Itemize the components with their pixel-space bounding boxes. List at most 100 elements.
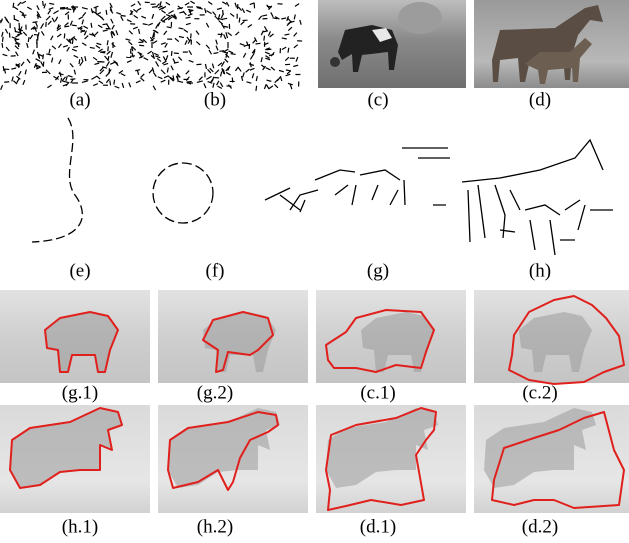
- dash: [74, 70, 75, 75]
- photo-cow-horse: [318, 0, 466, 88]
- dash: [178, 28, 183, 29]
- dash: [163, 56, 165, 60]
- dash: [2, 43, 3, 48]
- caption: (g): [367, 260, 389, 281]
- dash: [285, 57, 289, 60]
- dash: [51, 36, 53, 40]
- dash: [189, 60, 194, 62]
- dash: [121, 16, 126, 17]
- dash: [82, 8, 88, 10]
- dash: [215, 70, 219, 74]
- dash: [27, 7, 31, 9]
- dash: [186, 23, 191, 24]
- dash: [82, 43, 86, 46]
- dash: [177, 8, 183, 10]
- dash: [9, 33, 10, 38]
- dash: [162, 61, 166, 64]
- dash: [209, 50, 212, 54]
- dash: [213, 12, 216, 16]
- dash: [59, 60, 61, 64]
- dash: [94, 6, 99, 8]
- dash: [224, 34, 226, 39]
- photo-panel: [158, 405, 308, 513]
- dash: [270, 34, 274, 37]
- dash: [111, 19, 113, 23]
- dash: [144, 58, 148, 60]
- dash: [129, 83, 131, 88]
- dash: [197, 8, 203, 10]
- dash: [226, 72, 230, 74]
- dash: [294, 14, 295, 19]
- dash-field: [148, 1, 303, 91]
- dash: [197, 81, 203, 83]
- dash: [36, 22, 38, 27]
- dash: [164, 31, 167, 35]
- dash: [58, 24, 59, 29]
- dash: [11, 68, 16, 69]
- dash: [274, 84, 278, 88]
- dash: [122, 83, 123, 88]
- dash: [296, 57, 298, 62]
- dash: [217, 86, 221, 88]
- dash: [52, 18, 55, 22]
- dash: [53, 11, 58, 14]
- dash: [65, 12, 69, 15]
- dash: [129, 31, 133, 35]
- dash: [96, 76, 100, 79]
- dash: [14, 7, 18, 10]
- dash: [64, 33, 65, 38]
- dash: [149, 69, 152, 73]
- dash: [156, 61, 159, 66]
- dash: [135, 70, 140, 71]
- dash: [225, 59, 228, 63]
- dash: [1, 85, 3, 90]
- dash: [30, 35, 33, 39]
- dash: [62, 77, 65, 81]
- dash: [116, 30, 118, 35]
- dash: [230, 13, 234, 16]
- dash: [210, 68, 213, 72]
- dash: [220, 83, 223, 87]
- dash: [62, 81, 68, 83]
- photo-panel: [316, 290, 466, 383]
- dash: [208, 69, 211, 73]
- dash: [166, 2, 170, 5]
- dash: [133, 27, 138, 29]
- dash: [196, 31, 199, 35]
- dash: [148, 51, 152, 54]
- caption: (a): [69, 89, 90, 110]
- dash: [49, 49, 50, 54]
- dash: [21, 62, 24, 66]
- caption: (c.2): [522, 382, 557, 403]
- dash: [243, 53, 245, 57]
- dash: [44, 4, 46, 9]
- caption: (c.1): [360, 382, 395, 403]
- dash: [16, 52, 19, 56]
- photo-panel: [316, 405, 466, 513]
- dash: [103, 30, 108, 31]
- dash: [171, 51, 172, 56]
- dash: [12, 77, 13, 82]
- dash: [152, 14, 154, 19]
- dash: [47, 85, 51, 88]
- dash: [206, 45, 209, 49]
- caption: (d.1): [360, 516, 396, 537]
- dash: [74, 55, 78, 57]
- dash: [58, 44, 61, 48]
- dash: [85, 36, 89, 39]
- dash: [235, 67, 238, 71]
- dash: [64, 26, 69, 27]
- dash: [83, 26, 87, 28]
- dash: [250, 68, 255, 70]
- dash: [294, 45, 298, 48]
- photo-panel: [0, 290, 150, 383]
- dash: [213, 83, 214, 88]
- dash: [166, 15, 171, 17]
- photo-horses: [474, 0, 629, 88]
- dash: [23, 32, 27, 36]
- dash: [295, 4, 299, 7]
- dash: [205, 8, 206, 13]
- dash: [46, 54, 51, 55]
- dash: [175, 38, 179, 41]
- dash: [266, 68, 271, 70]
